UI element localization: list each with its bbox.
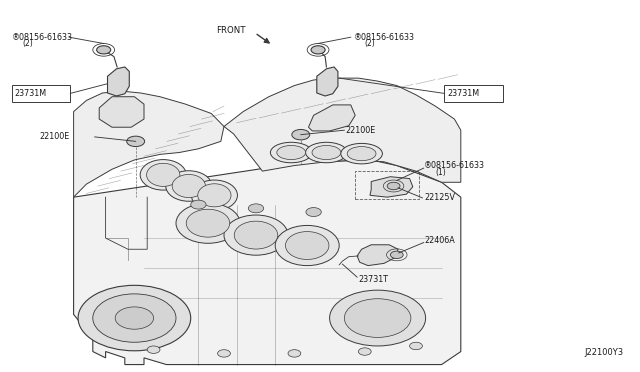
Circle shape <box>390 251 403 259</box>
Polygon shape <box>224 78 461 182</box>
Text: 22100E: 22100E <box>346 126 376 135</box>
Text: (2): (2) <box>22 39 33 48</box>
Text: 22125V: 22125V <box>424 193 455 202</box>
Text: ®08156-61633: ®08156-61633 <box>354 33 415 42</box>
Ellipse shape <box>224 215 288 255</box>
Text: 23731M: 23731M <box>15 89 47 98</box>
Circle shape <box>248 204 264 213</box>
Polygon shape <box>108 67 129 96</box>
Ellipse shape <box>191 180 237 211</box>
Circle shape <box>97 46 111 54</box>
Text: J22100Y3: J22100Y3 <box>585 348 624 357</box>
Ellipse shape <box>275 225 339 266</box>
Ellipse shape <box>312 145 340 160</box>
Ellipse shape <box>172 174 205 198</box>
Polygon shape <box>99 97 144 127</box>
Text: (1): (1) <box>435 168 446 177</box>
Circle shape <box>78 285 191 351</box>
Ellipse shape <box>347 147 376 161</box>
Bar <box>444 85 503 102</box>
Ellipse shape <box>306 142 347 163</box>
Ellipse shape <box>166 171 212 201</box>
Circle shape <box>292 129 310 140</box>
Ellipse shape <box>270 142 312 163</box>
Circle shape <box>115 307 154 329</box>
Ellipse shape <box>234 221 278 249</box>
Ellipse shape <box>277 145 306 160</box>
Circle shape <box>358 348 371 355</box>
Circle shape <box>311 46 325 54</box>
Text: FRONT: FRONT <box>216 26 246 35</box>
Ellipse shape <box>186 209 230 237</box>
Circle shape <box>306 208 321 217</box>
Circle shape <box>93 294 176 342</box>
Text: 23731T: 23731T <box>358 275 388 284</box>
Ellipse shape <box>285 231 329 260</box>
Circle shape <box>191 200 206 209</box>
Polygon shape <box>357 245 398 266</box>
Text: 22100E: 22100E <box>40 132 70 141</box>
Ellipse shape <box>176 203 240 243</box>
Ellipse shape <box>147 163 180 186</box>
Polygon shape <box>308 105 355 131</box>
Circle shape <box>127 136 145 147</box>
Circle shape <box>288 350 301 357</box>
Circle shape <box>344 299 411 337</box>
Circle shape <box>387 182 400 190</box>
Bar <box>12 85 70 102</box>
Ellipse shape <box>140 160 186 190</box>
Polygon shape <box>317 67 338 96</box>
Text: ®08156-61633: ®08156-61633 <box>424 161 485 170</box>
Circle shape <box>330 290 426 346</box>
Text: 23731M: 23731M <box>447 89 479 98</box>
Ellipse shape <box>198 184 231 207</box>
Polygon shape <box>74 160 461 365</box>
Text: 22406A: 22406A <box>424 236 455 245</box>
Ellipse shape <box>340 144 383 164</box>
Circle shape <box>410 342 422 350</box>
Polygon shape <box>74 91 224 197</box>
Circle shape <box>147 346 160 353</box>
Circle shape <box>218 350 230 357</box>
Text: ®08156-61633: ®08156-61633 <box>12 33 72 42</box>
Text: (2): (2) <box>365 39 376 48</box>
Polygon shape <box>370 177 413 197</box>
